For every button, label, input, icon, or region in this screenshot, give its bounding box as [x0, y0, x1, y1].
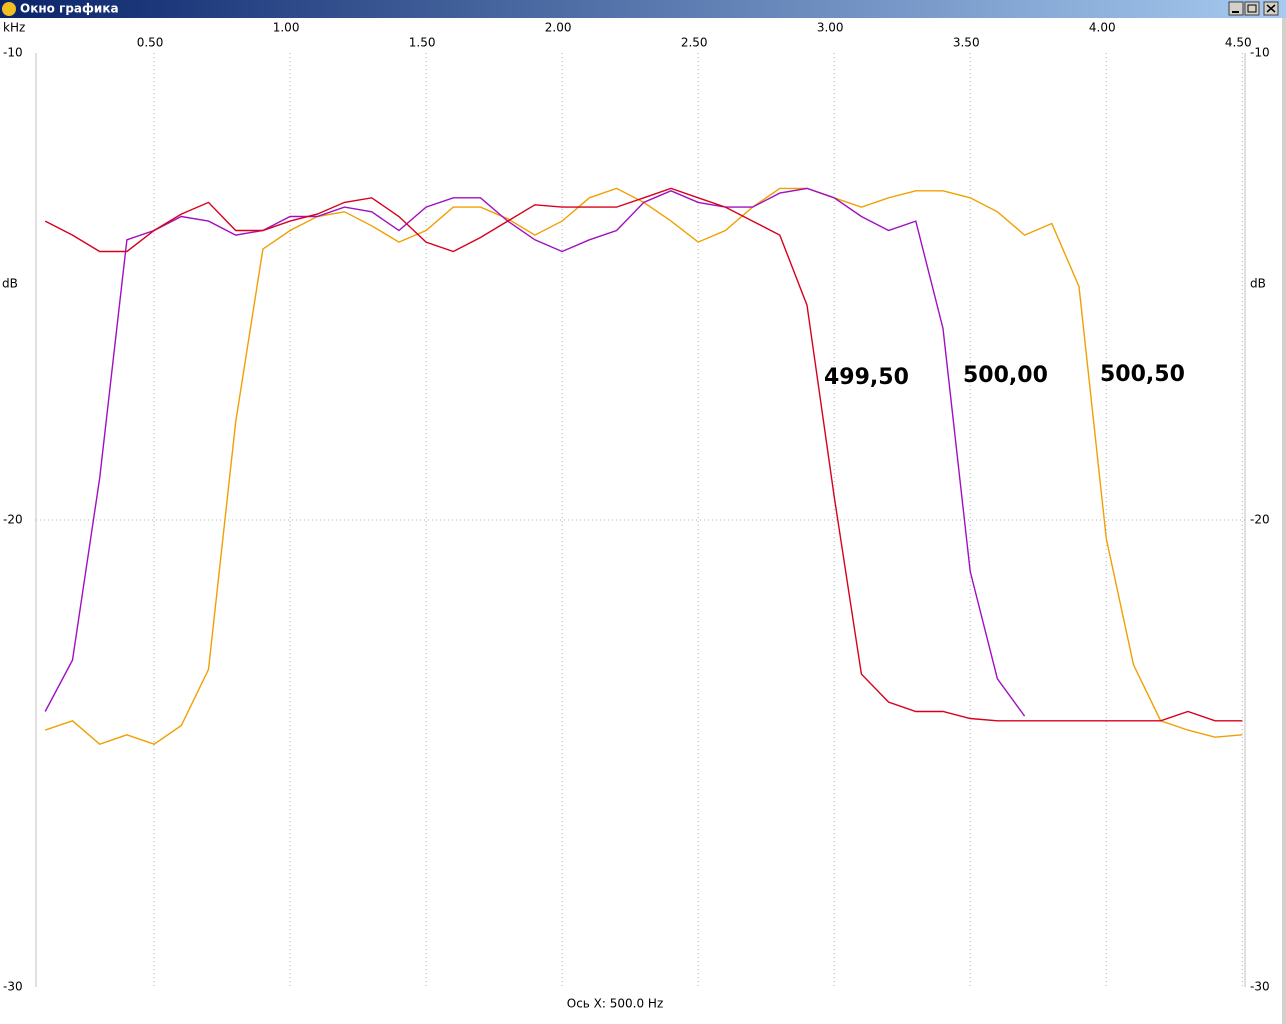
y-unit: dB	[1250, 277, 1266, 291]
y-unit: dB	[2, 277, 18, 291]
window-title: Окно графика	[20, 2, 119, 16]
x-tick-label: 1.50	[409, 36, 436, 50]
y-tick-label: -20	[1250, 513, 1270, 527]
title-bar	[0, 0, 1286, 18]
x-tick-label: 1.00	[273, 21, 300, 35]
window-buttons	[1228, 1, 1279, 16]
x-tick-label: 4.50	[1225, 36, 1252, 50]
y-tick-label: -20	[3, 513, 23, 527]
x-unit: kHz	[3, 21, 25, 35]
window-border	[1282, 18, 1286, 1024]
x-tick-label: 2.50	[681, 36, 708, 50]
y-tick-label: -10	[3, 46, 23, 60]
series-line	[44, 187, 1243, 745]
series-line	[44, 187, 1243, 722]
series-label: 499,50	[824, 365, 909, 390]
series-label: 500,00	[963, 363, 1048, 388]
x-tick-label: 0.50	[137, 36, 164, 50]
y-tick-label: -10	[1250, 46, 1270, 60]
x-tick-label: 4.00	[1089, 21, 1116, 35]
y-tick-label: -30	[1250, 980, 1270, 994]
x-tick-label: 2.00	[545, 21, 572, 35]
app-icon	[2, 2, 16, 16]
x-tick-label: 3.50	[953, 36, 980, 50]
maximize-button[interactable]	[1244, 1, 1260, 16]
x-tick-label: 3.00	[817, 21, 844, 35]
status-text: Ось X: 500.0 Hz	[567, 997, 664, 1011]
series-line	[44, 187, 1026, 717]
minimize-button[interactable]	[1228, 1, 1244, 16]
series-label: 500,50	[1100, 362, 1185, 387]
y-tick-label: -30	[3, 980, 23, 994]
